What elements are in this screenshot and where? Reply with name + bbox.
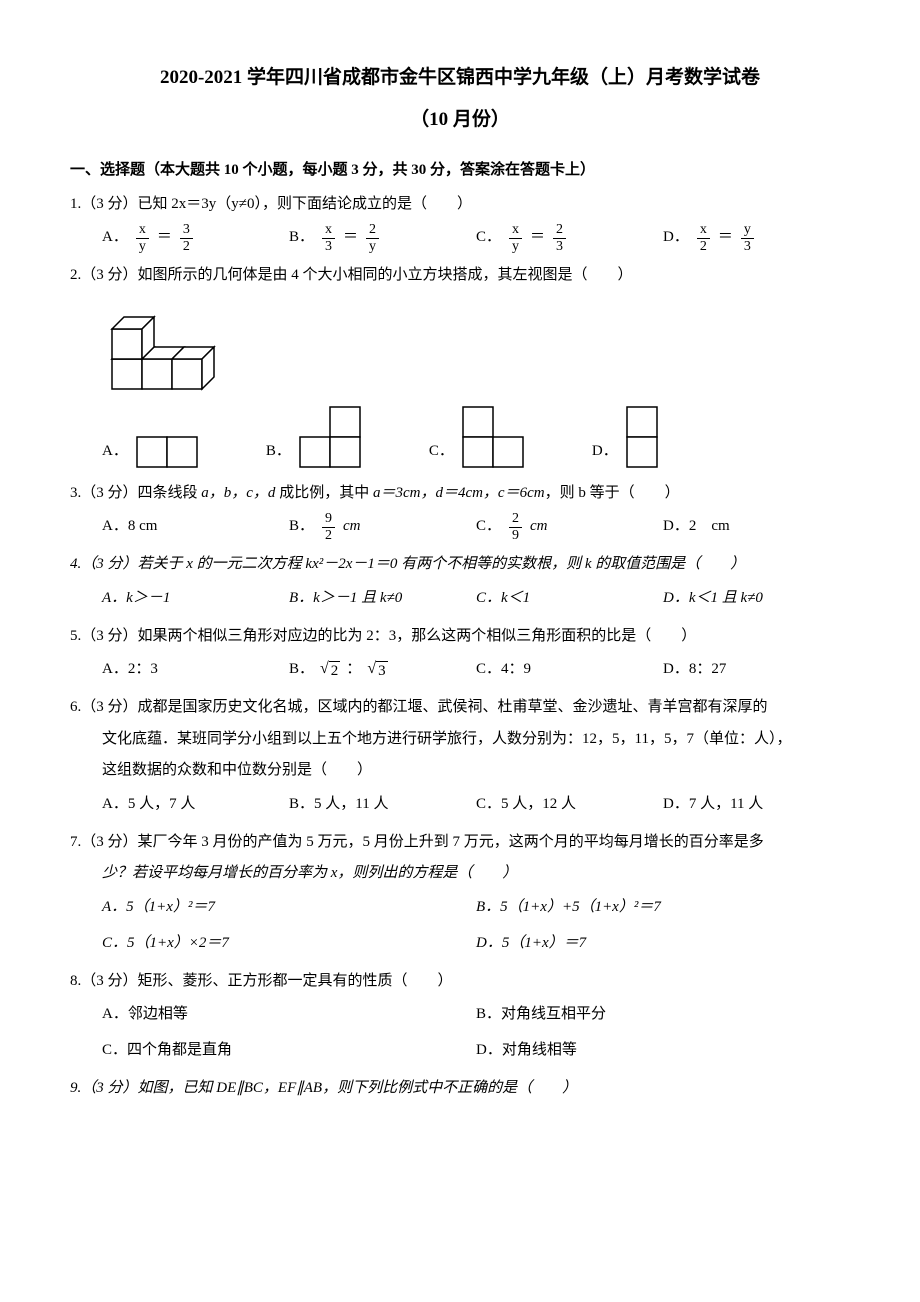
q1-option-a: A． xy ＝ 32	[102, 220, 289, 256]
q2-option-b: B．	[266, 406, 365, 468]
opt-label: D．	[592, 436, 618, 468]
q7-stem-2: 少？若设平均每月增长的百分率为 x，则列出的方程是（ ）	[70, 858, 850, 890]
q3-option-c: C． 29 cm	[476, 509, 663, 545]
q4-option-c: C．k＜1	[476, 581, 663, 617]
q2-main-figure	[70, 304, 850, 394]
fraction: x2	[697, 223, 710, 254]
fraction: xy	[509, 223, 522, 254]
equals: ＝	[530, 222, 545, 254]
page-title: 2020-2021 学年四川省成都市金牛区锦西中学九年级（上）月考数学试卷	[70, 60, 850, 96]
question-8: 8.（3 分）矩形、菱形、正方形都一定具有的性质（ ） A．邻边相等 B．对角线…	[70, 966, 850, 1070]
q3-options: A．8 cm B． 92 cm C． 29 cm D．2 cm	[70, 509, 850, 545]
opt-label: A．	[102, 436, 128, 468]
q6-stem-2: 文化底蕴．某班同学分小组到以上五个地方进行研学旅行，人数分别为：12，5，11，…	[70, 724, 850, 756]
q1-option-d: D． x2 ＝ y3	[663, 220, 850, 256]
q6-option-a: A．5 人，7 人	[102, 787, 289, 823]
q5-options: A．2：3 B． 2 ： 3 C．4：9 D．8：27	[70, 652, 850, 688]
equals: ＝	[343, 222, 358, 254]
cube-figure-icon	[102, 304, 232, 394]
equals: ＝	[718, 222, 733, 254]
q9-stem: 9.（3 分）如图，已知 DE∥BC，EF∥AB，则下列比例式中不正确的是（ ）	[70, 1073, 850, 1105]
view-a-icon	[136, 436, 202, 468]
sqrt-icon: 2	[320, 661, 340, 680]
q6-stem-1: 6.（3 分）成都是国家历史文化名城，区域内的都江堰、武侯祠、杜甫草堂、金沙遗址…	[70, 692, 850, 724]
q2-options: A． B． C．	[70, 406, 850, 468]
opt-label: A．	[102, 222, 128, 254]
q4-option-a: A．k＞－1	[102, 581, 289, 617]
q8-options: A．邻边相等 B．对角线互相平分 C．四个角都是直角 D．对角线相等	[70, 997, 850, 1069]
q4-options: A．k＞－1 B．k＞－1 且 k≠0 C．k＜1 D．k＜1 且 k≠0	[70, 581, 850, 617]
fraction: 2y	[366, 223, 379, 254]
q1-option-c: C． xy ＝ 23	[476, 220, 663, 256]
question-4: 4.（3 分）若关于 x 的一元二次方程 kx²－2x－1＝0 有两个不相等的实…	[70, 549, 850, 617]
q5-option-d: D．8：27	[663, 652, 850, 688]
q7-option-c: C．5（1+x）×2＝7	[102, 926, 476, 962]
q5-stem: 5.（3 分）如果两个相似三角形对应边的比为 2：3，那么这两个相似三角形面积的…	[70, 621, 850, 653]
fraction: 23	[553, 223, 566, 254]
q7-option-b: B．5（1+x）+5（1+x）²＝7	[476, 890, 850, 926]
opt-label: D．	[663, 222, 689, 254]
question-6: 6.（3 分）成都是国家历史文化名城，区域内的都江堰、武侯祠、杜甫草堂、金沙遗址…	[70, 692, 850, 823]
q7-option-d: D．5（1+x）＝7	[476, 926, 850, 962]
q8-option-c: C．四个角都是直角	[102, 1033, 476, 1069]
q5-option-c: C．4：9	[476, 652, 663, 688]
q8-option-d: D．对角线相等	[476, 1033, 850, 1069]
q6-options: A．5 人，7 人 B．5 人，11 人 C．5 人，12 人 D．7 人，11…	[70, 787, 850, 823]
q6-option-d: D．7 人，11 人	[663, 787, 850, 823]
q2-option-a: A．	[102, 436, 202, 468]
equals: ＝	[157, 222, 172, 254]
q6-option-b: B．5 人，11 人	[289, 787, 476, 823]
opt-label: C．	[429, 436, 454, 468]
sqrt-icon: 3	[367, 661, 387, 680]
opt-label: B．	[289, 222, 314, 254]
q4-option-d: D．k＜1 且 k≠0	[663, 581, 850, 617]
q3-option-a: A．8 cm	[102, 509, 289, 545]
question-5: 5.（3 分）如果两个相似三角形对应边的比为 2：3，那么这两个相似三角形面积的…	[70, 621, 850, 689]
question-9: 9.（3 分）如图，已知 DE∥BC，EF∥AB，则下列比例式中不正确的是（ ）	[70, 1073, 850, 1105]
q5-option-b: B． 2 ： 3	[289, 652, 476, 688]
q2-stem: 2.（3 分）如图所示的几何体是由 4 个大小相同的小立方块搭成，其左视图是（ …	[70, 260, 850, 292]
section-1-header: 一、选择题（本大题共 10 个小题，每小题 3 分，共 30 分，答案涂在答题卡…	[70, 156, 850, 185]
view-b-icon	[299, 406, 365, 468]
question-3: 3.（3 分）四条线段 a，b，c，d 成比例，其中 a＝3cm，d＝4cm，c…	[70, 478, 850, 546]
q3-option-d: D．2 cm	[663, 509, 850, 545]
q4-option-b: B．k＞－1 且 k≠0	[289, 581, 476, 617]
q3-stem: 3.（3 分）四条线段 a，b，c，d 成比例，其中 a＝3cm，d＝4cm，c…	[70, 478, 850, 510]
q6-stem-3: 这组数据的众数和中位数分别是（ ）	[70, 755, 850, 787]
opt-label: B．	[266, 436, 291, 468]
fraction: xy	[136, 223, 149, 254]
q7-stem-1: 7.（3 分）某厂今年 3 月份的产值为 5 万元，5 月份上升到 7 万元，这…	[70, 827, 850, 859]
view-c-icon	[462, 406, 528, 468]
fraction: y3	[741, 223, 754, 254]
q7-option-a: A．5（1+x）²＝7	[102, 890, 476, 926]
q8-stem: 8.（3 分）矩形、菱形、正方形都一定具有的性质（ ）	[70, 966, 850, 998]
view-d-icon	[626, 406, 662, 468]
q1-options: A． xy ＝ 32 B． x3 ＝ 2y C． xy ＝ 23 D． x2 ＝…	[70, 220, 850, 256]
q6-option-c: C．5 人，12 人	[476, 787, 663, 823]
fraction: 92	[322, 512, 335, 543]
fraction: 32	[180, 223, 193, 254]
q1-option-b: B． x3 ＝ 2y	[289, 220, 476, 256]
fraction: x3	[322, 223, 335, 254]
question-2: 2.（3 分）如图所示的几何体是由 4 个大小相同的小立方块搭成，其左视图是（ …	[70, 260, 850, 468]
q4-stem: 4.（3 分）若关于 x 的一元二次方程 kx²－2x－1＝0 有两个不相等的实…	[70, 549, 850, 581]
q7-options: A．5（1+x）²＝7 B．5（1+x）+5（1+x）²＝7 C．5（1+x）×…	[70, 890, 850, 962]
fraction: 29	[509, 512, 522, 543]
q1-stem: 1.（3 分）已知 2x＝3y（y≠0），则下面结论成立的是（ ）	[70, 189, 850, 221]
question-1: 1.（3 分）已知 2x＝3y（y≠0），则下面结论成立的是（ ） A． xy …	[70, 189, 850, 257]
question-7: 7.（3 分）某厂今年 3 月份的产值为 5 万元，5 月份上升到 7 万元，这…	[70, 827, 850, 962]
q8-option-a: A．邻边相等	[102, 997, 476, 1033]
q8-option-b: B．对角线互相平分	[476, 997, 850, 1033]
page-subtitle: （10 月份）	[70, 102, 850, 138]
q5-option-a: A．2：3	[102, 652, 289, 688]
opt-label: C．	[476, 222, 501, 254]
q3-option-b: B． 92 cm	[289, 509, 476, 545]
q2-option-d: D．	[592, 406, 662, 468]
q2-option-c: C．	[429, 406, 528, 468]
